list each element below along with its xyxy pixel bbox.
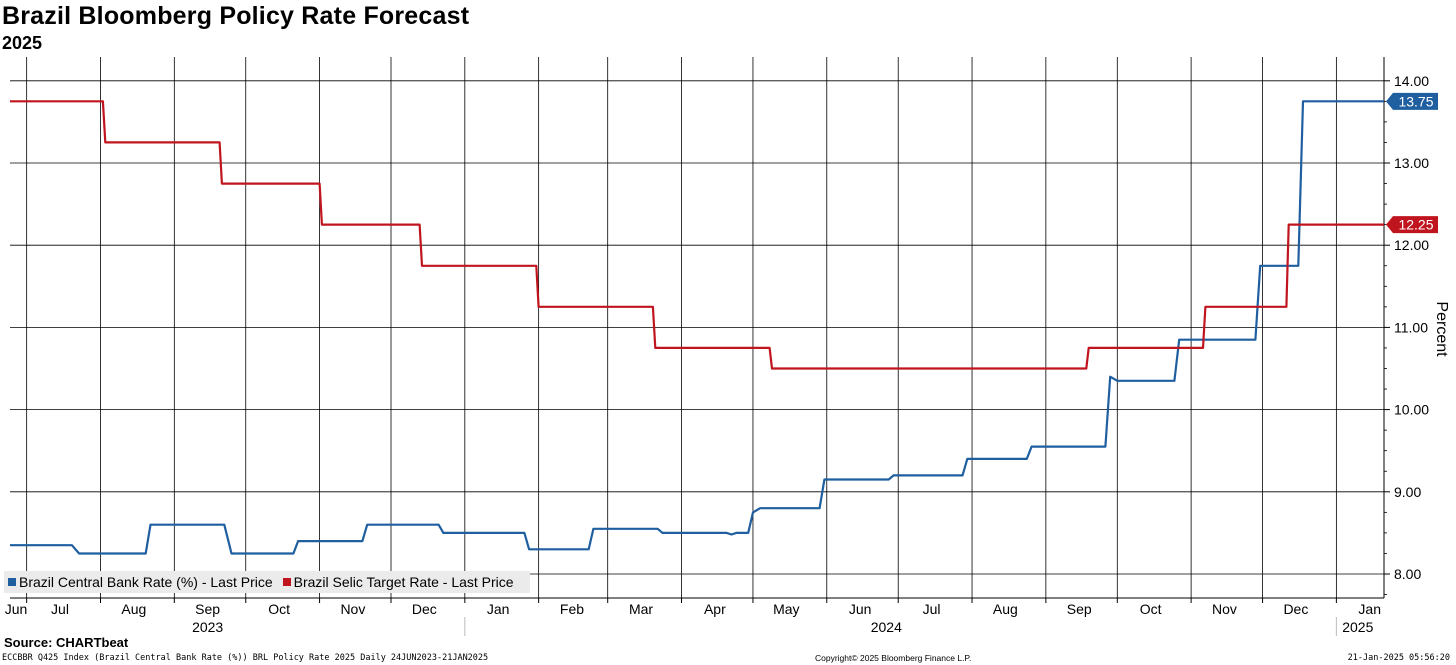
x-tick-label: Jan [1358, 601, 1381, 617]
legend-label: Brazil Central Bank Rate (%) - Last Pric… [19, 574, 273, 590]
y-axis-title: Percent [1433, 301, 1450, 357]
y-tick-label: 8.00 [1394, 566, 1421, 582]
x-tick-label: Nov [1212, 601, 1237, 617]
y-tick-label: 14.00 [1394, 73, 1429, 89]
footer-timestamp: 21-Jan-2025 05:56:20 [1347, 653, 1450, 663]
y-tick-label: 10.00 [1394, 402, 1429, 418]
gridlines [10, 57, 1384, 598]
x-tick-label: Jan [487, 601, 510, 617]
x-tick-label: Jun [5, 601, 28, 617]
chart-legend: Brazil Central Bank Rate (%) - Last Pric… [4, 571, 530, 593]
x-year-label: 2024 [871, 619, 902, 635]
x-tick-label: Nov [340, 601, 365, 617]
axes [10, 57, 1390, 636]
series-line-selic-target-rate [10, 100, 1384, 370]
chart-title: Brazil Bloomberg Policy Rate Forecast [2, 2, 470, 30]
series-line-central-bank-rate [10, 100, 1384, 555]
last-value-tag [1386, 216, 1438, 234]
legend-label: Brazil Selic Target Rate - Last Price [293, 574, 514, 590]
footer-copyright: Copyright© 2025 Bloomberg Finance L.P. [815, 653, 972, 663]
x-tick-label: Dec [412, 601, 437, 617]
x-tick-label: Jul [923, 601, 941, 617]
source-note: Source: CHARTbeat [4, 635, 129, 650]
chart-subtitle: 2025 [2, 33, 43, 53]
y-tick-label: 11.00 [1394, 319, 1428, 335]
legend-item-selic-target-rate: Brazil Selic Target Rate - Last Price [282, 574, 514, 590]
x-year-label: 2025 [1342, 619, 1373, 635]
last-value-label: 12.25 [1398, 217, 1433, 233]
x-tick-label: Aug [121, 601, 146, 617]
x-year-label: 2023 [192, 619, 223, 635]
x-tick-label: Apr [704, 601, 726, 617]
y-tick-label: 12.00 [1394, 237, 1429, 253]
x-tick-label: Aug [993, 601, 1018, 617]
x-tick-label: Oct [268, 601, 290, 617]
last-value-tag [1386, 92, 1438, 110]
x-tick-label: Jul [51, 601, 69, 617]
footer-index-description: ECCBBR Q425 Index (Brazil Central Bank R… [2, 653, 489, 663]
x-tick-label: Jun [849, 601, 872, 617]
tick-labels: 8.00 9.00 10.00 11.00 12.00 13.00 14.00 Jun Jul A… [5, 73, 1450, 635]
x-tick-label: Feb [560, 601, 584, 617]
x-tick-label: Sep [1067, 601, 1092, 617]
y-tick-label: 13.00 [1394, 155, 1429, 171]
x-tick-label: Dec [1283, 601, 1308, 617]
x-tick-label: May [773, 601, 799, 617]
legend-swatch-blue [8, 578, 16, 586]
x-tick-label: Mar [629, 601, 653, 617]
x-tick-label: Sep [195, 601, 220, 617]
legend-swatch-red [282, 578, 291, 586]
y-tick-label: 9.00 [1394, 484, 1421, 500]
series-lines [10, 100, 1384, 555]
legend-item-central-bank-rate: Brazil Central Bank Rate (%) - Last Pric… [8, 574, 273, 590]
last-value-label: 13.75 [1398, 93, 1433, 109]
x-tick-label: Oct [1140, 601, 1162, 617]
